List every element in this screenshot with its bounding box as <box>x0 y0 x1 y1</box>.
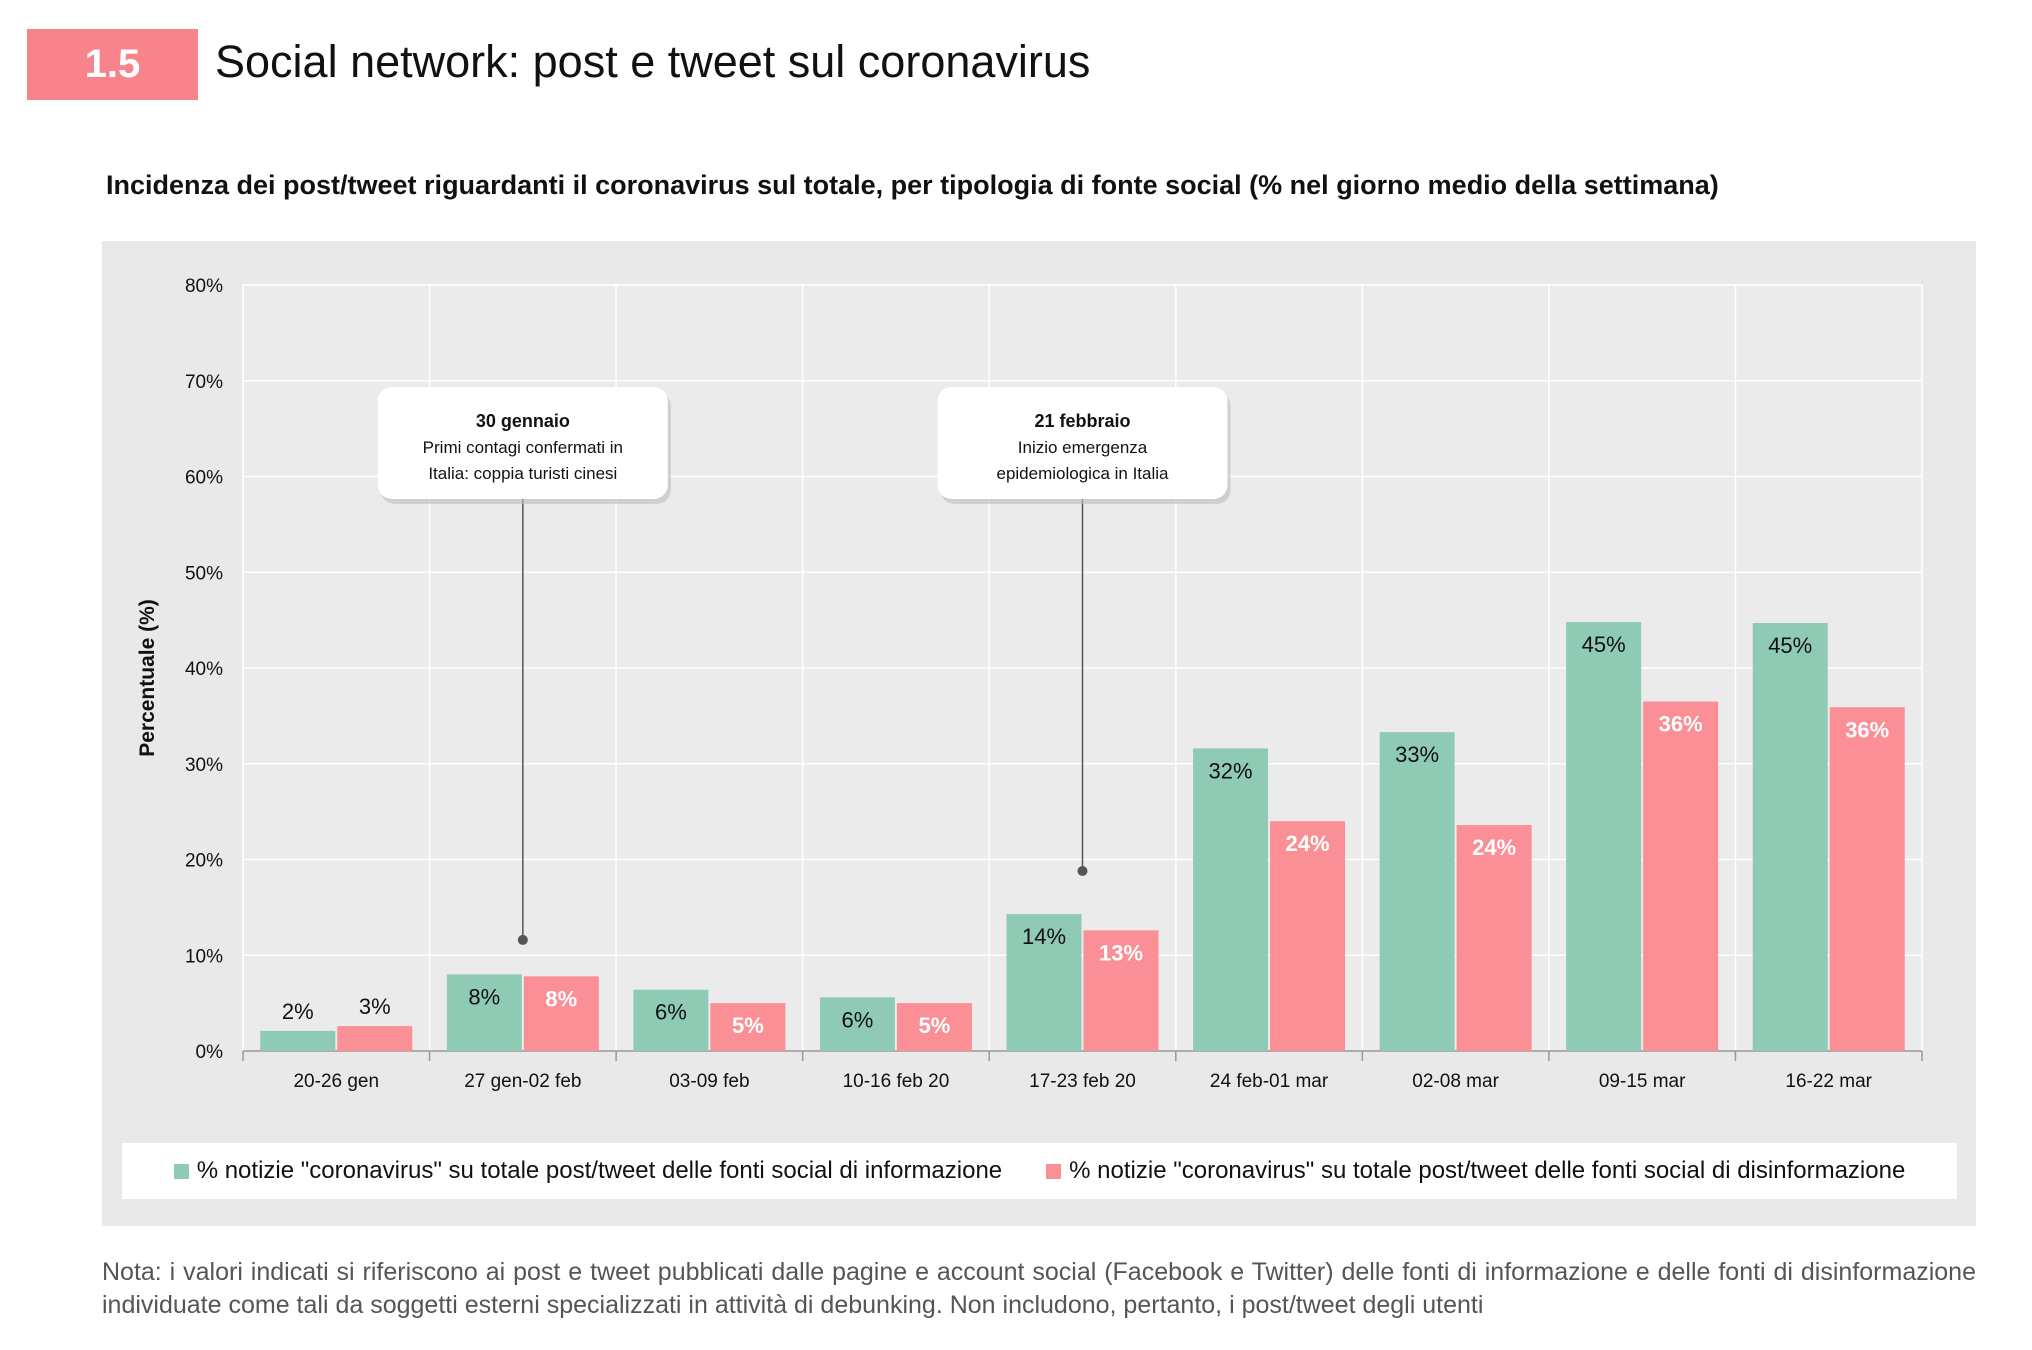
bar-disinformazione <box>1456 825 1532 1051</box>
data-label: 6% <box>655 1000 687 1025</box>
data-label: 36% <box>1659 712 1703 737</box>
x-tick-label: 16-22 mar <box>1785 1071 1872 1092</box>
y-tick-label: 70% <box>185 372 223 393</box>
legend-item-informazione: % notizie "coronavirus" su totale post/t… <box>173 1157 1003 1185</box>
bar-informazione <box>1006 914 1082 1051</box>
legend-label-disinformazione: % notizie "coronavirus" su totale post/t… <box>1069 1157 1906 1184</box>
x-tick-label: 09-15 mar <box>1599 1071 1686 1092</box>
data-label: 32% <box>1209 758 1253 783</box>
callout-point <box>517 934 528 945</box>
footnote: Nota: i valori indicati si riferiscono a… <box>102 1258 1976 1319</box>
chart-title: Incidenza dei post/tweet riguardanti il … <box>106 170 1719 200</box>
y-tick-label: 80% <box>185 276 223 297</box>
data-label: 14% <box>1022 924 1066 949</box>
data-label: 5% <box>732 1013 764 1038</box>
y-axis-title: Percentuale (%) <box>136 599 159 757</box>
bar-informazione <box>1566 622 1642 1051</box>
y-tick-label: 10% <box>185 946 223 967</box>
callout-text: Italia: coppia turisti cinesi <box>428 464 617 483</box>
chart-panel: 0% 10% 20% 30% 40% 50% 60% 70% 80% Percentuale (%… <box>102 241 1976 1226</box>
data-label: 13% <box>1099 940 1143 965</box>
callout-box <box>377 387 668 499</box>
callout-title: 30 gennaio <box>476 411 570 431</box>
data-label: 45% <box>1582 632 1626 657</box>
callout-box <box>937 387 1228 499</box>
data-label: 45% <box>1768 633 1812 658</box>
y-tick-label: 60% <box>185 468 223 489</box>
data-label: 33% <box>1395 742 1439 767</box>
callout-point <box>1077 865 1088 876</box>
x-tick-label: 02-08 mar <box>1412 1071 1499 1092</box>
legend-swatch-disinformazione <box>1046 1163 1062 1179</box>
bar-disinformazione <box>337 1026 413 1051</box>
data-label: 5% <box>919 1013 951 1038</box>
x-tick-label: 24 feb-01 mar <box>1210 1071 1329 1092</box>
bar-informazione <box>446 974 522 1051</box>
bar-informazione <box>260 1030 336 1051</box>
bar-disinformazione <box>1270 821 1346 1051</box>
x-tick-label: 17-23 feb 20 <box>1029 1071 1136 1092</box>
y-tick-label: 30% <box>185 755 223 776</box>
bar-disinformazione <box>710 1003 786 1051</box>
y-tick-label: 50% <box>185 563 223 584</box>
data-label: 24% <box>1286 831 1330 856</box>
bar-disinformazione <box>1829 707 1905 1051</box>
data-label: 8% <box>468 984 500 1009</box>
legend-swatch-informazione <box>173 1163 189 1179</box>
bar-informazione <box>1193 748 1269 1051</box>
data-label: 2% <box>282 999 314 1024</box>
data-label: 36% <box>1845 717 1889 742</box>
data-label: 6% <box>842 1007 874 1032</box>
bar-informazione <box>819 997 895 1051</box>
section-number-badge: 1.5 <box>27 29 198 100</box>
y-tick-label: 40% <box>185 659 223 680</box>
callout-text: epidemiologica in Italia <box>997 464 1170 483</box>
y-tick-label: 20% <box>185 851 223 872</box>
x-tick-label: 10-16 feb 20 <box>843 1071 950 1092</box>
x-tick-label: 03-09 feb <box>669 1071 749 1092</box>
callout-text: Primi contagi confermati in <box>423 438 623 457</box>
callout-text: Inizio emergenza <box>1018 438 1148 457</box>
chart-legend: % notizie "coronavirus" su totale post/t… <box>122 1143 1957 1199</box>
legend-label-informazione: % notizie "coronavirus" su totale post/t… <box>196 1157 1003 1184</box>
bar-disinformazione <box>523 976 599 1051</box>
data-label: 3% <box>359 994 391 1019</box>
x-tick-label: 27 gen-02 feb <box>464 1071 581 1092</box>
bar-disinformazione <box>896 1003 972 1051</box>
data-label: 8% <box>545 986 577 1011</box>
bar-informazione <box>1752 622 1828 1051</box>
bar-chart: 0% 10% 20% 30% 40% 50% 60% 70% 80% Percentuale (%… <box>136 276 1923 1092</box>
legend-item-disinformazione: % notizie "coronavirus" su totale post/t… <box>1046 1157 1905 1185</box>
page-title: Social network: post e tweet sul coronav… <box>215 36 1091 87</box>
bar-informazione <box>633 989 709 1051</box>
data-label: 24% <box>1472 835 1516 860</box>
callout-title: 21 febbraio <box>1034 411 1130 431</box>
y-tick-label: 0% <box>196 1042 224 1063</box>
x-tick-label: 20-26 gen <box>293 1071 379 1092</box>
bar-disinformazione <box>1083 930 1159 1051</box>
bar-disinformazione <box>1643 701 1719 1051</box>
bar-informazione <box>1379 732 1455 1051</box>
